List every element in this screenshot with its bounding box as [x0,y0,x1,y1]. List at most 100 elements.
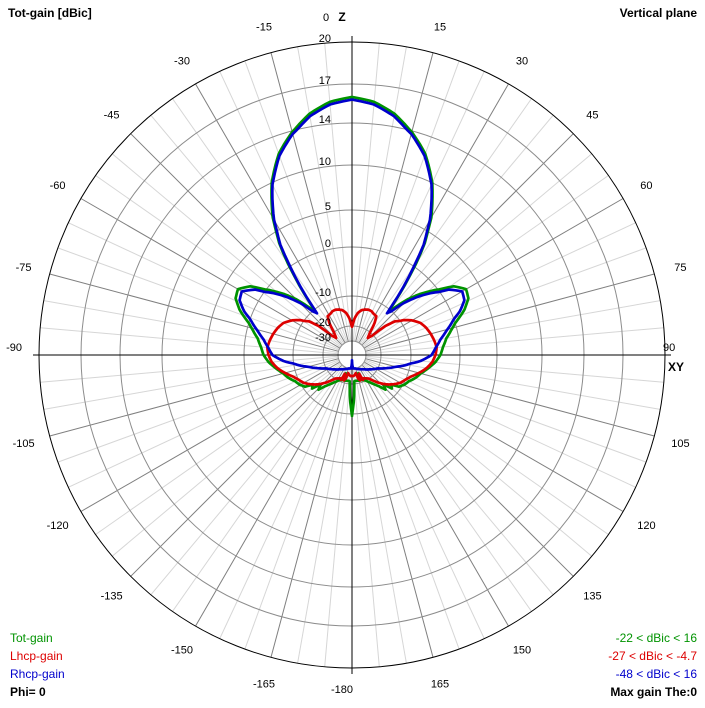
major-spoke-gridline [270,52,349,342]
radial-tick-label: 5 [325,201,331,213]
angle-label: 120 [637,520,655,532]
minor-spoke-gridline [43,357,338,410]
minor-spoke-gridline [111,363,342,557]
minor-spoke-gridline [95,175,341,348]
minor-spoke-gridline [366,355,664,383]
minor-spoke-gridline [40,355,338,383]
minor-spoke-gridline [352,369,380,667]
minor-spoke-gridline [364,222,636,350]
minor-spoke-gridline [357,367,485,639]
minor-spoke-gridline [362,153,593,347]
radial-tick-label: 14 [319,114,331,126]
angle-label: 60 [640,180,652,192]
minor-spoke-gridline [357,71,485,343]
range-rhcp-gain: -48 < dBic < 16 [615,667,697,681]
minor-spoke-gridline [366,300,661,353]
angle-label: -135 [101,590,123,602]
angle-label: 15 [434,22,446,34]
major-spoke-gridline [130,364,343,577]
legend: Tot-gain Lhcp-gain Rhcp-gain Phi= 0 [10,629,65,701]
minor-spoke-gridline [219,71,347,343]
minor-spoke-gridline [354,369,407,664]
rhcp-gain-curve [238,98,466,371]
plane-title: Vertical plane [619,6,697,20]
minor-spoke-gridline [324,369,352,667]
minor-spoke-gridline [359,366,532,612]
angle-label: -90 [6,342,22,354]
angle-label: -60 [50,180,66,192]
minor-spoke-gridline [219,367,347,639]
major-spoke-gridline [361,364,574,577]
major-spoke-gridline [270,368,349,658]
angle-label: -15 [256,22,272,34]
minor-spoke-gridline [360,365,554,596]
major-spoke-gridline [130,133,343,346]
minor-spoke-gridline [359,98,532,344]
page-title: Tot-gain [dBic] [8,6,92,20]
minor-spoke-gridline [68,222,340,350]
angle-label: 90 [663,342,675,354]
major-spoke-gridline [364,361,624,512]
radial-tick-label: 17 [319,75,331,87]
major-spoke-gridline [361,133,574,346]
legend-item-tot-gain: Tot-gain [10,631,53,645]
xy-axis-label: XY [668,360,684,374]
minor-spoke-gridline [95,362,341,535]
max-gain-label: Max gain The:0 [610,685,697,699]
angle-label: -150 [171,644,193,656]
radial-tick-label: 10 [319,156,331,168]
grid-layer [33,36,671,674]
tot-gain-curve [234,95,470,418]
major-spoke-gridline [195,367,346,627]
minor-spoke-gridline [365,247,647,351]
minor-spoke-gridline [172,366,345,612]
major-spoke-gridline [364,198,624,349]
angle-label: 30 [516,56,528,68]
major-spoke-gridline [195,83,346,343]
angle-label: 105 [671,438,689,450]
angle-label: 165 [431,678,449,690]
minor-spoke-gridline [363,175,609,348]
angle-label: -105 [13,438,35,450]
minor-spoke-gridline [297,369,350,664]
angle-label: 150 [513,644,531,656]
minor-spoke-gridline [356,368,460,650]
minor-spoke-gridline [172,98,345,344]
minor-spoke-gridline [366,327,664,355]
lhcp-gain-curve [266,308,438,386]
minor-spoke-gridline [297,46,350,341]
major-spoke-gridline [358,367,509,627]
major-spoke-gridline [355,368,434,658]
legend-item-lhcp-gain: Lhcp-gain [10,649,63,663]
major-spoke-gridline [49,358,339,437]
minor-spoke-gridline [150,365,344,596]
minor-spoke-gridline [111,153,342,347]
minor-spoke-gridline [244,60,348,342]
radial-tick-label: -10 [315,287,331,299]
minor-spoke-gridline [352,43,380,341]
minor-spoke-gridline [43,300,338,353]
minor-spoke-gridline [57,247,339,351]
angle-label: -30 [174,56,190,68]
angle-label: 135 [583,590,601,602]
labels-layer: 0153045607590105120135150165-180-165-150… [6,10,689,696]
angle-label: -180 [331,684,353,696]
z-axis-label: Z [338,10,345,24]
legend-item-rhcp-gain: Rhcp-gain [10,667,65,681]
angle-label: -75 [16,262,32,274]
angle-label: 45 [586,110,598,122]
angle-label: -45 [104,110,120,122]
range-readout: -22 < dBic < 16 -27 < dBic < -4.7 -48 < … [608,629,697,701]
radial-tick-label: 20 [319,33,331,45]
major-spoke-gridline [365,358,655,437]
radial-tick-label: -30 [315,332,331,344]
major-spoke-gridline [365,273,655,352]
minor-spoke-gridline [366,357,661,410]
angle-label: -120 [47,520,69,532]
minor-spoke-gridline [363,362,609,535]
minor-spoke-gridline [354,46,407,341]
radial-tick-label: 0 [325,238,331,250]
major-spoke-gridline [355,52,434,342]
minor-spoke-gridline [356,60,460,342]
